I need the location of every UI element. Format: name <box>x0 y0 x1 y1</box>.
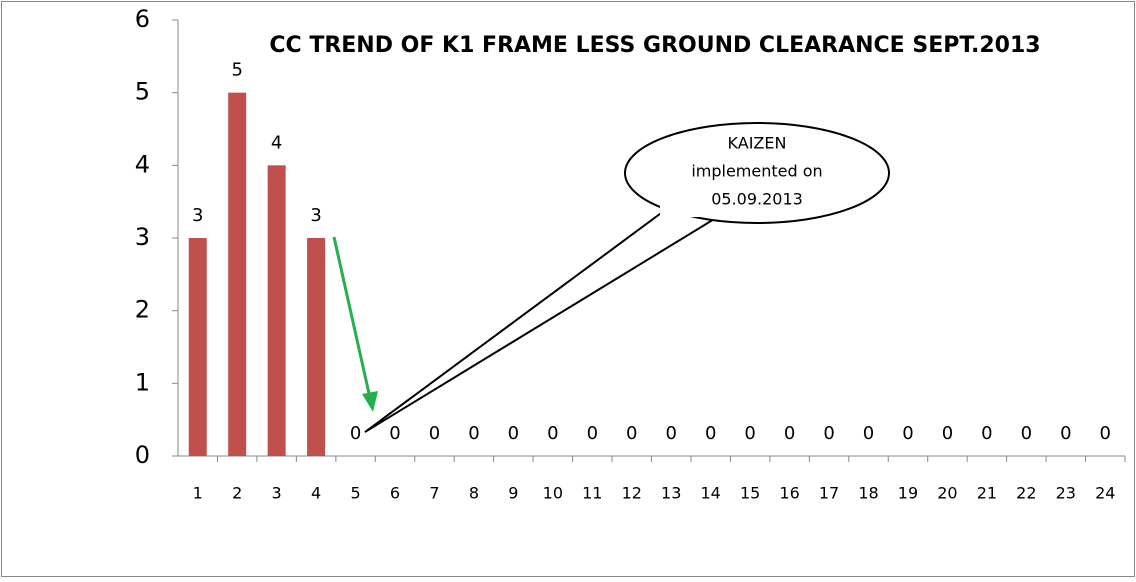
callout-bubble <box>624 122 890 224</box>
x-tick-label: 22 <box>1016 484 1036 503</box>
x-tick-label: 9 <box>508 484 518 503</box>
x-tick-label: 20 <box>937 484 957 503</box>
x-tick-label: 10 <box>543 484 563 503</box>
data-label: 0 <box>823 423 834 444</box>
x-tick-label: 16 <box>779 484 799 503</box>
x-tick-label: 13 <box>661 484 681 503</box>
data-label: 4 <box>271 132 282 153</box>
x-tick-label: 4 <box>311 484 321 503</box>
data-label: 0 <box>508 423 519 444</box>
x-tick-label: 15 <box>740 484 760 503</box>
bar <box>267 165 286 457</box>
data-label: 5 <box>231 60 242 81</box>
bar <box>307 238 326 456</box>
chart-title: CC TREND OF K1 FRAME LESS GROUND CLEARAN… <box>269 33 1040 58</box>
bar <box>188 238 207 456</box>
x-tick-label: 12 <box>622 484 642 503</box>
data-label: 0 <box>705 423 716 444</box>
x-tick-label: 23 <box>1056 484 1076 503</box>
bar <box>228 92 247 457</box>
data-label: 3 <box>192 205 203 226</box>
data-label: 0 <box>666 423 677 444</box>
x-tick-label: 7 <box>429 484 439 503</box>
data-label: 0 <box>1060 423 1071 444</box>
data-label: 0 <box>389 423 400 444</box>
data-label: 0 <box>350 423 361 444</box>
arrow-head <box>362 391 378 412</box>
callout-text: KAIZEN <box>728 134 787 153</box>
data-label: 0 <box>863 423 874 444</box>
data-label: 0 <box>902 423 913 444</box>
data-label: 0 <box>981 423 992 444</box>
data-label: 0 <box>429 423 440 444</box>
x-tick-label: 14 <box>701 484 721 503</box>
data-label: 0 <box>468 423 479 444</box>
y-tick-label: 1 <box>135 368 150 396</box>
data-label: 0 <box>547 423 558 444</box>
x-tick-label: 6 <box>390 484 400 503</box>
y-tick-label: 3 <box>135 223 150 251</box>
data-label: 0 <box>626 423 637 444</box>
x-tick-label: 24 <box>1095 484 1115 503</box>
x-tick-label: 17 <box>819 484 839 503</box>
data-label: 0 <box>744 423 755 444</box>
y-tick-label: 5 <box>135 78 150 106</box>
y-tick-label: 2 <box>135 296 150 324</box>
data-label: 0 <box>587 423 598 444</box>
callout-text: implemented on <box>691 162 822 181</box>
callout-text: 05.09.2013 <box>711 190 803 209</box>
x-tick-label: 2 <box>232 484 242 503</box>
x-tick-label: 8 <box>469 484 479 503</box>
callout-joint <box>660 205 730 217</box>
x-tick-label: 19 <box>898 484 918 503</box>
data-label: 0 <box>942 423 953 444</box>
y-tick-label: 4 <box>135 150 150 178</box>
data-label: 0 <box>784 423 795 444</box>
y-tick-label: 6 <box>135 5 150 33</box>
x-tick-label: 11 <box>582 484 602 503</box>
y-tick-label: 0 <box>135 441 150 469</box>
x-tick-label: 1 <box>193 484 203 503</box>
data-label: 0 <box>1100 423 1111 444</box>
x-tick-label: 18 <box>858 484 878 503</box>
data-label: 3 <box>310 205 321 226</box>
x-tick-label: 21 <box>977 484 997 503</box>
x-tick-label: 3 <box>272 484 282 503</box>
arrow-line <box>332 236 372 399</box>
data-label: 0 <box>1021 423 1032 444</box>
x-tick-label: 5 <box>350 484 360 503</box>
